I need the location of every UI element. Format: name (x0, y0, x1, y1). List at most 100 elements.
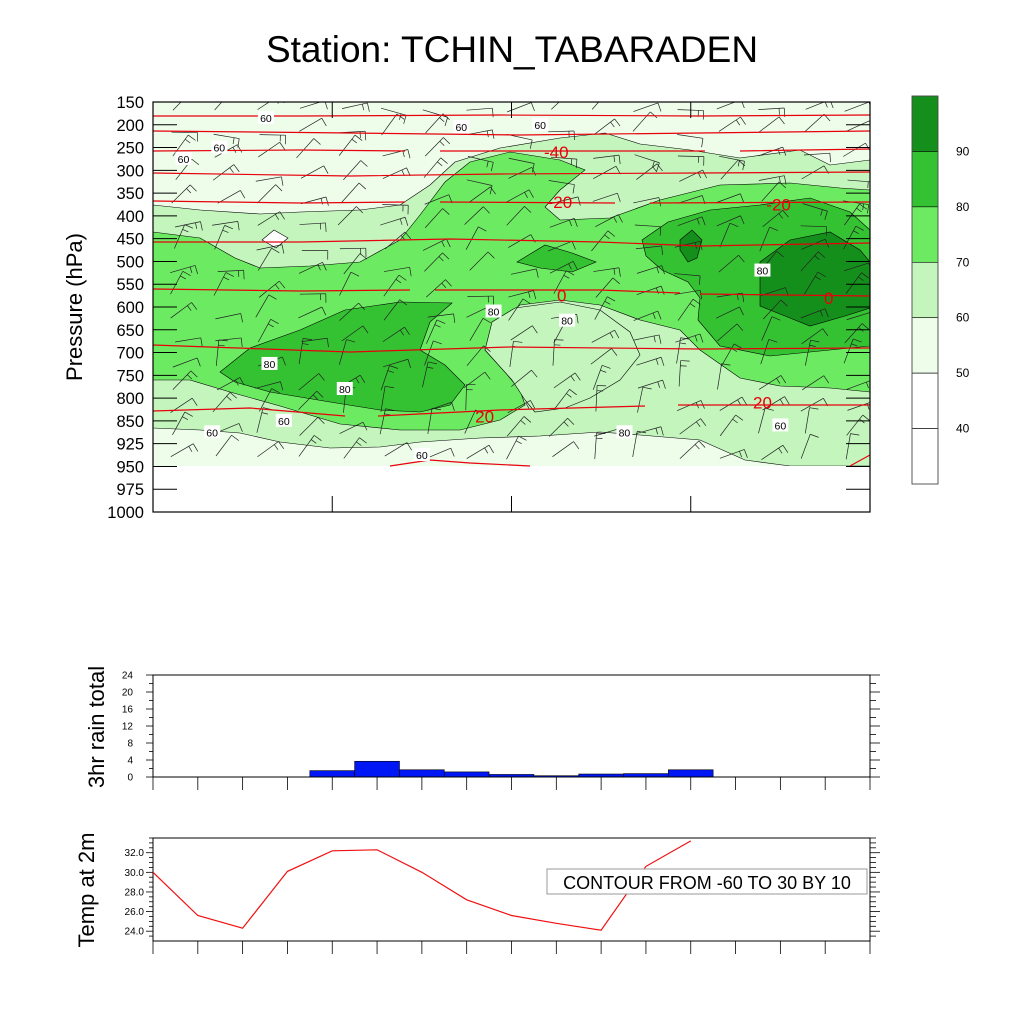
temp-contour-label: 20 (753, 394, 772, 413)
rh-contour-label-text: 80 (619, 427, 631, 439)
rain-bar (624, 774, 669, 777)
rh-contour-label: 60 (211, 141, 227, 155)
main-y-tick-label: 975 (116, 481, 144, 499)
rh-contour-label: 80 (754, 264, 770, 278)
colorbar-box (912, 262, 938, 317)
rh-contour-label: 60 (772, 418, 788, 432)
colorbar: 90 80 70 60 50 40 (912, 96, 970, 484)
rain-ylabel: 3hr rain total (84, 666, 109, 788)
main-y-tick-labels: 1502002503003504004505005506006507007508… (107, 94, 144, 522)
main-y-tick-label: 1000 (107, 504, 144, 522)
main-ylabel: Pressure (hPa) (62, 233, 87, 381)
colorbar-box (912, 207, 938, 262)
colorbar-box (912, 429, 938, 484)
annotation-text: CONTOUR FROM -60 TO 30 BY 10 (563, 873, 851, 893)
temp-contour-label: -20 (548, 193, 573, 212)
rh-contour-label: 60 (414, 448, 430, 462)
main-y-tick-label: 950 (116, 458, 144, 476)
rh-contour-label-text: 60 (278, 416, 290, 428)
main-panel: 606060606060606060808080808080808080 -40… (62, 90, 1024, 522)
rh-contour-label-text: 80 (264, 359, 276, 371)
rain-ticks (146, 675, 880, 790)
rh-contour-label: 80 (559, 314, 575, 328)
temp-contour-label: -40 (544, 143, 569, 162)
main-y-tick-label: 450 (116, 231, 144, 249)
main-y-tick-label: 850 (116, 413, 144, 431)
rh-contour-label-text: 60 (455, 122, 467, 134)
main-y-tick-label: 650 (116, 322, 144, 340)
rain-y-tick-label: 12 (122, 722, 134, 733)
rain-y-tick-label: 20 (122, 688, 134, 699)
rain-bar (310, 771, 355, 777)
main-y-tick-label: 500 (116, 253, 144, 271)
rh-contour-label: 60 (204, 425, 220, 439)
rh-contour-label: 60 (453, 120, 469, 134)
colorbar-box (912, 373, 938, 428)
main-y-tick-label: 200 (116, 117, 144, 135)
colorbar-label: 60 (956, 311, 970, 325)
colorbar-box (912, 96, 938, 151)
main-y-tick-label: 250 (116, 140, 144, 158)
main-y-tick-label: 550 (116, 276, 144, 294)
rh-contour-label: 60 (258, 111, 274, 125)
rh-contour-label-text: 60 (206, 427, 218, 439)
rh-contour-label: 80 (616, 425, 632, 439)
rh-contour-label: 60 (276, 414, 292, 428)
temp-y-tick-labels: 24.0 26.0 28.0 30.0 32.0 (125, 848, 145, 937)
temp-y-tick-label: 28.0 (125, 887, 145, 898)
rh-contour-label-text: 60 (178, 154, 190, 166)
rain-y-tick-label: 24 (122, 671, 134, 682)
rh-fill-layer: 606060606060606060808080808080808080 -40… (153, 90, 1024, 512)
colorbar-label: 40 (956, 422, 970, 436)
temp-y-tick-label: 32.0 (125, 848, 145, 859)
colorbar-label: 80 (956, 200, 970, 214)
main-y-tick-label: 350 (116, 185, 144, 203)
colorbar-label: 90 (956, 144, 970, 158)
rh-contour-label: 60 (175, 152, 191, 166)
rh-contour-label-text: 80 (339, 384, 351, 396)
rh-contour-label-text: 80 (757, 266, 769, 278)
rh-contour-label-text: 80 (488, 307, 500, 319)
main-y-tick-label: 800 (116, 390, 144, 408)
main-y-tick-label: 150 (116, 94, 144, 112)
rh-contour-label: 80 (262, 357, 278, 371)
temp-y-tick-label: 24.0 (125, 927, 145, 938)
chart-title: Station: TCHIN_TABARADEN (266, 29, 758, 70)
temp-y-tick-label: 30.0 (125, 868, 145, 879)
rh-contour-label: 80 (337, 382, 353, 396)
main-y-tick-label: 750 (116, 367, 144, 385)
rain-bar (668, 770, 713, 777)
rh-contour-label-text: 60 (534, 120, 546, 132)
main-y-tick-label: 700 (116, 345, 144, 363)
main-y-tick-label: 400 (116, 208, 144, 226)
main-y-tick-label: 600 (116, 299, 144, 317)
temp-contour-label: -20 (766, 196, 791, 215)
colorbar-box (912, 151, 938, 206)
temp-y-tick-label: 26.0 (125, 907, 145, 918)
rain-bar (444, 772, 489, 777)
colorbar-label: 70 (956, 255, 970, 269)
rain-y-tick-label: 16 (122, 705, 134, 716)
temp-contour-label: 0 (557, 287, 566, 306)
temp-ticks (146, 838, 880, 954)
rh-contour-label-text: 60 (775, 420, 787, 432)
temp-panel: 24.0 26.0 28.0 30.0 32.0 CONTOUR FROM -60 TO… (74, 833, 880, 954)
rain-y-tick-labels: 0 4 8 12 16 20 24 (122, 671, 134, 784)
rain-bar (399, 770, 444, 777)
rain-panel: 0 4 8 12 16 20 24 3hr rain total (84, 666, 880, 790)
rain-bar (355, 761, 400, 777)
rain-frame (153, 675, 870, 777)
colorbar-label: 50 (956, 366, 970, 380)
main-y-tick-label: 925 (116, 436, 144, 454)
colorbar-box (912, 318, 938, 373)
rain-y-tick-label: 8 (127, 739, 133, 750)
temp-contour-label: 0 (824, 289, 833, 308)
temp-ylabel: Temp at 2m (74, 833, 99, 948)
rain-y-tick-label: 4 (127, 756, 133, 767)
rh-contour-label-text: 60 (260, 113, 272, 125)
rh-contour-label: 80 (486, 305, 502, 319)
rh-contour-label: 60 (532, 118, 548, 132)
rain-y-tick-label: 0 (127, 773, 133, 784)
rh-contour-label-text: 80 (561, 316, 573, 328)
